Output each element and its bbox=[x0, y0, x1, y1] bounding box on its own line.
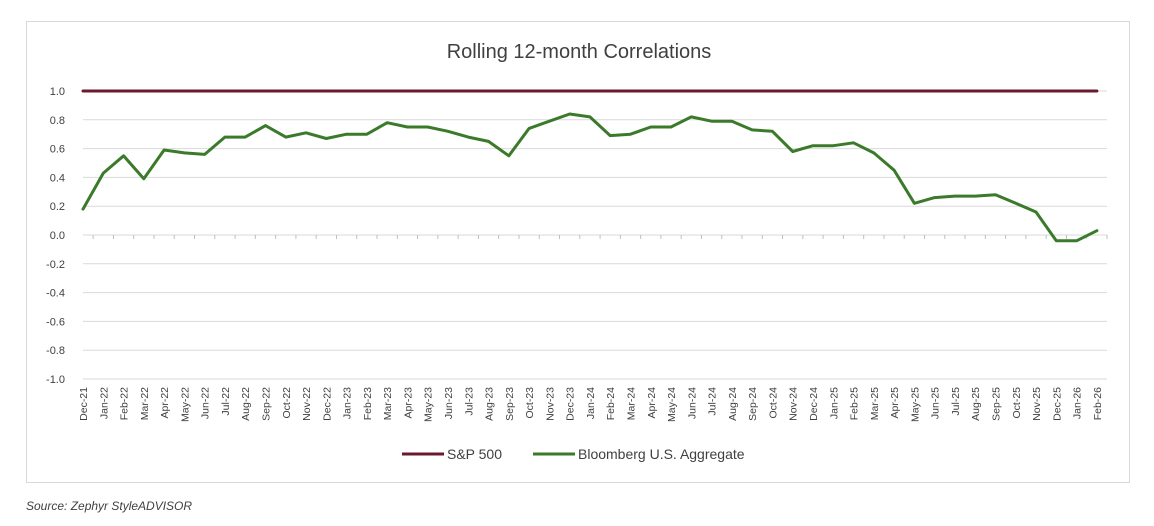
x-tick-label: Aug-22 bbox=[240, 387, 252, 421]
x-tick-label: Jan-24 bbox=[585, 387, 597, 419]
x-tick-label: Jul-24 bbox=[707, 387, 719, 416]
source-note: Source: Zephyr StyleADVISOR bbox=[26, 499, 193, 513]
y-tick-label: 1.0 bbox=[50, 86, 65, 98]
x-tick-label: Apr-24 bbox=[646, 387, 658, 419]
x-tick-label: Jun-22 bbox=[200, 387, 212, 419]
x-tick-label: Mar-25 bbox=[869, 387, 881, 420]
x-tick-label: Mar-24 bbox=[625, 387, 637, 420]
y-tick-label: 0.4 bbox=[50, 172, 65, 184]
x-tick-label: Aug-24 bbox=[727, 387, 739, 421]
y-tick-label: -1.0 bbox=[46, 374, 65, 386]
x-tick-label: Nov-22 bbox=[301, 387, 313, 421]
x-tick-label: May-23 bbox=[423, 387, 435, 422]
x-tick-label: Dec-23 bbox=[565, 387, 577, 421]
legend-label-sp500: S&P 500 bbox=[447, 446, 502, 462]
legend: S&P 500 Bloomberg U.S. Aggregate bbox=[402, 446, 745, 462]
x-tick-label: Oct-23 bbox=[524, 387, 536, 419]
legend-label-bloomberg: Bloomberg U.S. Aggregate bbox=[578, 446, 745, 462]
x-tick-label: Sep-24 bbox=[747, 387, 759, 421]
x-tick-label: Feb-25 bbox=[849, 387, 861, 420]
x-tick-labels: Dec-21 Jan-22 Feb-22 Mar-22 Apr-22 May-22 Jun-… bbox=[78, 235, 1108, 422]
x-tick-label: Nov-24 bbox=[788, 387, 800, 421]
x-tick-label: Sep-22 bbox=[260, 387, 272, 421]
x-tick-label: Dec-22 bbox=[321, 387, 333, 421]
x-tick-label: Feb-24 bbox=[605, 387, 617, 420]
x-tick-label: Nov-25 bbox=[1031, 387, 1043, 421]
x-tick-label: Oct-22 bbox=[281, 387, 293, 419]
series-layer bbox=[81, 89, 1099, 243]
x-tick-label: Nov-23 bbox=[544, 387, 556, 421]
series-line-bloomberg bbox=[81, 112, 1099, 243]
x-tick-label: Jul-25 bbox=[950, 387, 962, 416]
x-tick-label: May-24 bbox=[666, 387, 678, 422]
x-tick-label: Dec-25 bbox=[1051, 387, 1063, 421]
y-tick-label: -0.2 bbox=[46, 259, 65, 271]
y-tick-label: -0.6 bbox=[46, 316, 65, 328]
chart-title: Rolling 12-month Correlations bbox=[447, 41, 712, 63]
x-tick-label: Apr-23 bbox=[402, 387, 414, 419]
x-tick-label: Jan-25 bbox=[828, 387, 840, 419]
y-tick-label: 0.0 bbox=[50, 230, 65, 242]
y-tick-label: 0.8 bbox=[50, 115, 65, 127]
y-tick-label: 0.6 bbox=[50, 144, 65, 156]
x-tick-label: Apr-25 bbox=[889, 387, 901, 419]
x-tick-label: Apr-22 bbox=[159, 387, 171, 419]
x-tick-label: Sep-25 bbox=[990, 387, 1002, 421]
grid-layer bbox=[83, 90, 1107, 380]
y-tick-labels: 1.0 0.8 0.6 0.4 0.2 0.0 -0.2 -0.4 -0.6 -0.8 -1.0 bbox=[46, 86, 65, 386]
x-tick-label: Aug-25 bbox=[970, 387, 982, 421]
y-tick-label: -0.4 bbox=[46, 288, 65, 300]
x-tick-label: Jul-22 bbox=[220, 387, 232, 416]
x-tick-label: Dec-21 bbox=[78, 387, 90, 421]
y-tick-label: 0.2 bbox=[50, 201, 65, 213]
x-tick-label: May-22 bbox=[179, 387, 191, 422]
x-tick-label: Sep-23 bbox=[504, 387, 516, 421]
x-tick-label: Feb-26 bbox=[1092, 387, 1104, 420]
x-tick-label: Oct-24 bbox=[767, 387, 779, 419]
x-tick-label: Dec-24 bbox=[808, 387, 820, 421]
x-tick-label: Jul-23 bbox=[463, 387, 475, 416]
x-tick-label: Feb-22 bbox=[119, 387, 131, 420]
x-tick-label: Oct-25 bbox=[1011, 387, 1023, 419]
x-tick-label: Mar-23 bbox=[382, 387, 394, 420]
x-tick-label: Jan-23 bbox=[342, 387, 354, 419]
x-tick-label: Jun-23 bbox=[443, 387, 455, 419]
x-tick-label: Jun-25 bbox=[930, 387, 942, 419]
chart-frame: Rolling 12-month Correlations 1.0 0.8 0.6 0… bbox=[26, 21, 1130, 483]
x-tick-label: Mar-22 bbox=[139, 387, 151, 420]
x-tick-label: May-25 bbox=[909, 387, 921, 422]
x-tick-label: Feb-23 bbox=[362, 387, 374, 420]
x-tick-label: Aug-23 bbox=[484, 387, 496, 421]
x-tick-label: Jan-22 bbox=[98, 387, 110, 419]
chart-svg: Rolling 12-month Correlations 1.0 0.8 0.6 0… bbox=[46, 41, 1108, 462]
y-tick-label: -0.8 bbox=[46, 345, 65, 357]
x-tick-label: Jun-24 bbox=[686, 387, 698, 419]
x-tick-label: Jan-26 bbox=[1072, 387, 1084, 419]
